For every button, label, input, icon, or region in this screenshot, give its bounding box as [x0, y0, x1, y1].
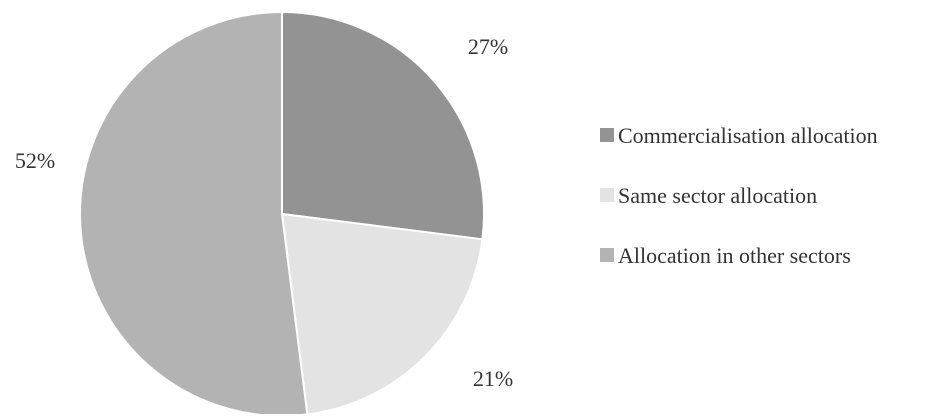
data-labels: 27% 21% 52%	[15, 34, 513, 391]
legend-label-1: Commercialisation allocation	[618, 123, 878, 148]
legend-item-3: Allocation in other sectors	[600, 243, 851, 268]
legend-swatch-2	[600, 188, 614, 202]
legend: Commercialisation allocation Same sector …	[600, 123, 878, 268]
data-label-1: 27%	[468, 34, 508, 59]
pie-slice-3	[79, 10, 309, 417]
pie-slices	[79, 10, 485, 417]
pie-slice-1	[281, 10, 485, 241]
legend-swatch-1	[600, 128, 614, 142]
data-label-2: 21%	[473, 366, 513, 391]
legend-item-1: Commercialisation allocation	[600, 123, 878, 148]
legend-label-3: Allocation in other sectors	[618, 243, 851, 268]
data-label-3: 52%	[15, 148, 55, 173]
pie-slice-2	[280, 212, 484, 416]
legend-item-2: Same sector allocation	[600, 183, 817, 208]
legend-label-2: Same sector allocation	[618, 183, 817, 208]
legend-swatch-3	[600, 248, 614, 262]
